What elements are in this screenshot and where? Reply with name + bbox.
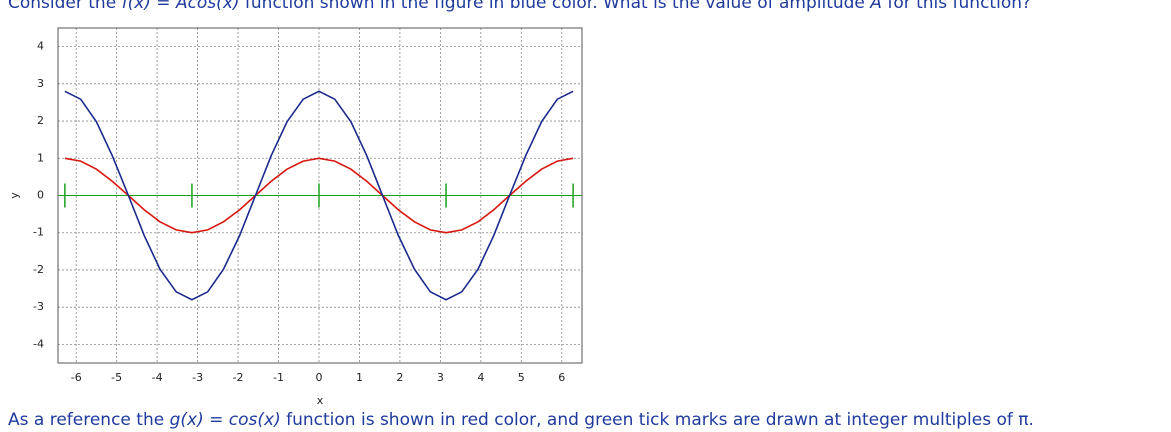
text-part: Acos(x) [175, 0, 240, 13]
x-tick-label: -1 [273, 371, 284, 384]
x-tick-label: 4 [477, 371, 484, 384]
x-tick-label: 1 [356, 371, 363, 384]
text-part: = [203, 410, 229, 430]
text-part: for this function? [881, 0, 1032, 13]
y-tick-label: 1 [37, 151, 44, 164]
series-line [64, 157, 574, 234]
text-part: = [150, 0, 176, 13]
y-tick-label: -1 [33, 226, 44, 239]
x-tick-label: 6 [558, 371, 565, 384]
x-tick-label: 0 [315, 371, 322, 384]
y-axis-label: y [8, 192, 21, 199]
text-part: cos(x) [228, 410, 281, 430]
x-tick-label: -5 [111, 371, 122, 384]
x-tick-label: 5 [518, 371, 525, 384]
note: As a reference the g(x) = cos(x) functio… [8, 410, 1034, 430]
y-tick-label: 0 [37, 189, 44, 202]
text-part: Consider the [8, 0, 122, 13]
y-tick-label: -2 [33, 263, 44, 276]
y-tick-label: -3 [33, 300, 44, 313]
question: Consider the f(x) = Acos(x) function sho… [8, 0, 1031, 13]
text-part: function shown in the figure in blue col… [239, 0, 871, 13]
y-tick-label: 4 [37, 40, 44, 53]
x-tick-label: 3 [437, 371, 444, 384]
x-tick-label: 2 [396, 371, 403, 384]
x-tick-label: -3 [192, 371, 203, 384]
text-part: As a reference the [8, 410, 170, 430]
text-part: g(x) [169, 410, 204, 430]
x-tick-label: -2 [233, 371, 244, 384]
x-tick-label: -4 [152, 371, 163, 384]
text-part: f(x) [121, 0, 151, 13]
x-axis-label: x [317, 394, 324, 407]
y-tick-label: -4 [33, 337, 44, 350]
y-tick-label: 2 [37, 114, 44, 127]
series-line [64, 90, 574, 301]
text-part: A [870, 0, 882, 13]
y-tick-label: 3 [37, 77, 44, 90]
x-tick-label: -6 [71, 371, 82, 384]
chart: -6 -5 -4 -3 -2 -1 0 1 2 3 4 5 6 -4 -3 -2 -1 0 1 2 3 4 x y [8, 27, 583, 407]
text-part: function is shown in red color, and gree… [280, 410, 1034, 430]
